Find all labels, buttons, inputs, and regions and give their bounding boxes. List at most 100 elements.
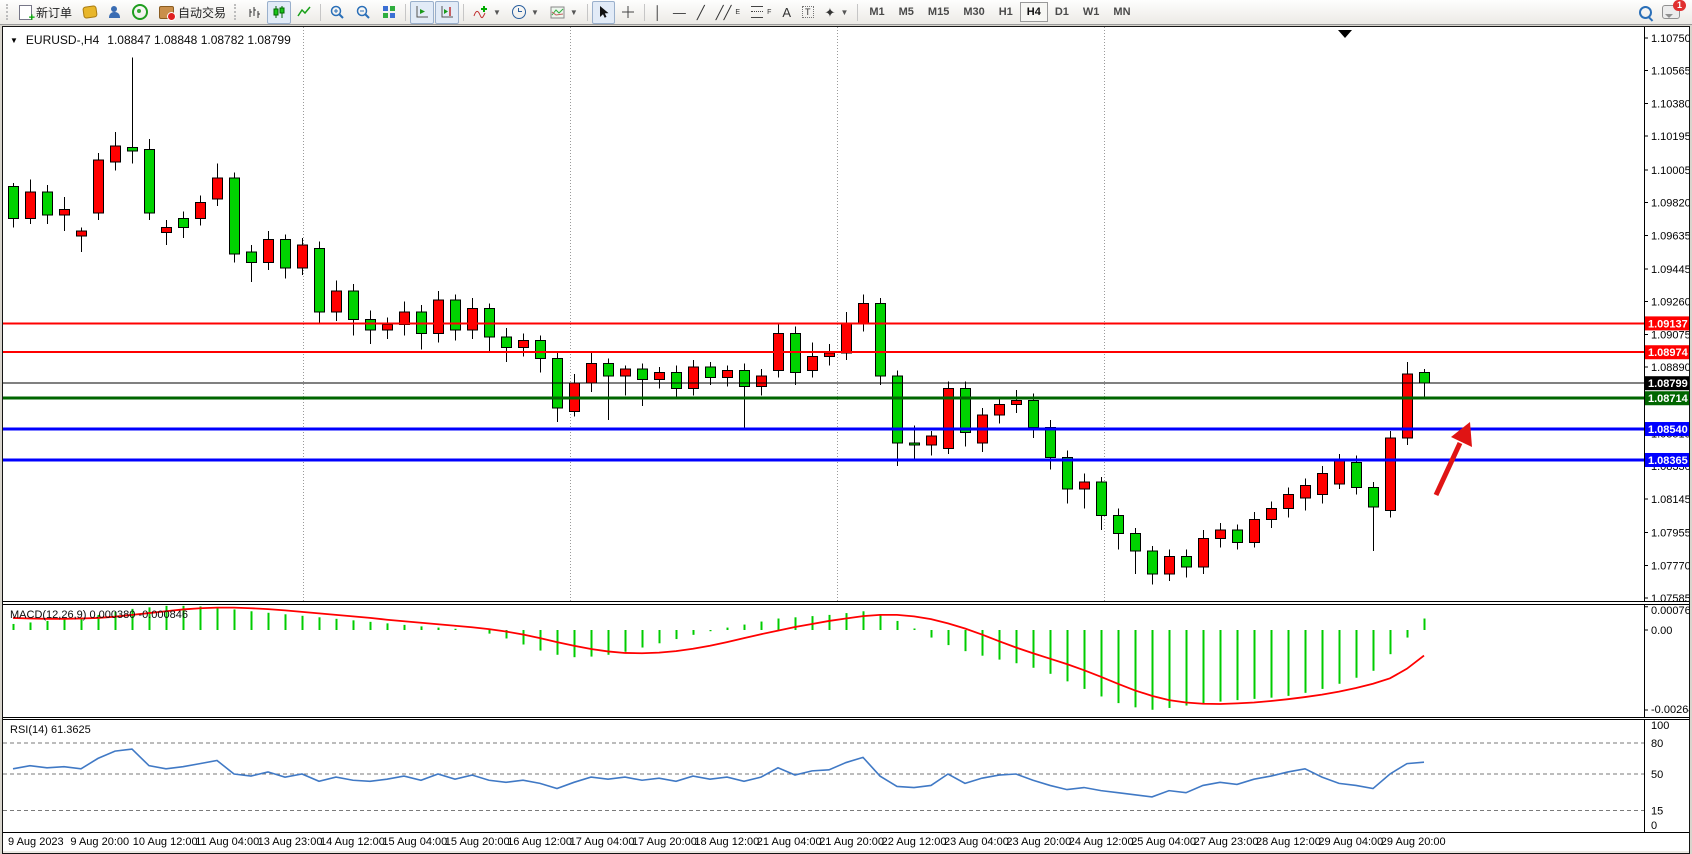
candle-down	[8, 186, 19, 219]
arrow-annotation-head[interactable]	[1451, 422, 1472, 447]
autotrading-button[interactable]: 自动交易	[154, 1, 231, 24]
zoom-in-button[interactable]	[325, 1, 350, 24]
chat-icon[interactable]: 1	[1662, 0, 1686, 19]
candle-down	[1351, 462, 1362, 488]
candle-up	[1079, 481, 1090, 490]
text-tool[interactable]: A	[777, 1, 796, 24]
profile-button[interactable]	[103, 1, 126, 24]
new-order-button[interactable]: 新订单	[14, 1, 77, 24]
date-axis[interactable]: 9 Aug 2023 9 Aug 20:00 10 Aug 12:00 11 Aug …	[3, 833, 1689, 851]
cursor-button[interactable]	[591, 0, 615, 24]
timeframe-H1[interactable]: H1	[998, 6, 1013, 18]
rsi-axis-label: 50	[1651, 769, 1663, 781]
date-label: 15 Aug 04:00	[382, 836, 448, 848]
timeframe-M1[interactable]: M1	[869, 6, 885, 18]
fibonacci-tool[interactable]: F	[746, 1, 776, 24]
price-chart-canvas[interactable]: 1.10750 1.10565 1.10380 1.10195 1.10005 1.098…	[3, 27, 1689, 601]
timeframe-MN[interactable]: MN	[1113, 6, 1131, 18]
price-tag-label: 1.08540	[1648, 424, 1688, 436]
candle-up	[654, 371, 665, 380]
chart-shift-button[interactable]	[435, 0, 460, 24]
candle-up	[756, 375, 767, 388]
candle-up	[722, 370, 733, 379]
arrows-tool[interactable]: ✦ ▼	[820, 1, 854, 24]
candle-down	[1181, 555, 1192, 568]
timeframe-D1[interactable]: D1	[1054, 6, 1069, 18]
zoom-out-button[interactable]	[351, 1, 376, 24]
rsi-axis-label: 15	[1651, 805, 1663, 817]
price-tag	[1645, 345, 1689, 360]
date-label: 23 Aug 20:00	[1006, 836, 1072, 848]
auto-scroll-icon	[416, 6, 429, 18]
rsi-label: RSI(14) 61.3625	[10, 724, 91, 736]
autotrading-label: 自动交易	[178, 5, 227, 20]
text-label-icon: T	[802, 6, 814, 18]
candle-up	[93, 159, 104, 214]
price-tick-label: 1.09075	[1651, 329, 1689, 341]
rsi-canvas[interactable]: 100 80 50 15 0	[3, 720, 1689, 832]
text-label-tool[interactable]: T	[797, 1, 819, 24]
arrow-annotation[interactable]	[1433, 441, 1463, 497]
date-label: 23 Aug 04:00	[944, 836, 1009, 848]
date-label: 18 Aug 12:00	[694, 836, 760, 848]
main-chart-panel[interactable]: 1.10750 1.10565 1.10380 1.10195 1.10005 1.098…	[3, 27, 1689, 602]
gold-button[interactable]	[78, 1, 102, 24]
candle-up	[943, 387, 954, 449]
date-label: 14 Aug 12:00	[320, 836, 385, 848]
tile-windows-icon	[383, 6, 396, 18]
macd-axis-label: -0.002648	[1651, 704, 1689, 716]
line-chart-button[interactable]	[292, 1, 316, 24]
candle-down	[637, 368, 648, 380]
ohlc-values: 1.08847 1.08848 1.08782 1.08799	[107, 33, 291, 47]
bar-chart-button[interactable]	[242, 1, 266, 24]
crosshair-button[interactable]	[616, 1, 640, 24]
candle-down	[705, 366, 716, 379]
timeframe-M15[interactable]: M15	[927, 6, 950, 18]
timeframe-W1[interactable]: W1	[1082, 6, 1100, 18]
bottom-strip	[3, 851, 1689, 853]
toolbar-grip	[6, 4, 11, 20]
periods-button[interactable]: ▼	[507, 1, 544, 24]
price-tick-label: 1.09260	[1651, 297, 1689, 309]
candle-down	[144, 148, 155, 214]
toolbar-grip	[234, 4, 239, 20]
horizontal-line-tool[interactable]: —	[668, 1, 691, 24]
channel-tool[interactable]: ╱╱ E	[711, 1, 745, 24]
candlestick-chart-button[interactable]	[267, 0, 292, 24]
macd-panel[interactable]: 0.000769 0.00 -0.002648 MACD(12,26,9) 0.00…	[3, 604, 1689, 718]
macd-canvas[interactable]: 0.000769 0.00 -0.002648	[3, 605, 1689, 717]
candle-down	[1113, 515, 1124, 534]
timeframe-M30[interactable]: M30	[963, 6, 985, 18]
date-label: 9 Aug 2023	[8, 836, 64, 848]
trendline-tool[interactable]: ╱	[692, 1, 710, 24]
symbol-dropdown-icon[interactable]: ▼	[10, 35, 18, 45]
tile-windows-button[interactable]	[377, 1, 401, 24]
candle-up	[1300, 485, 1311, 499]
auto-scroll-button[interactable]	[410, 0, 435, 24]
timeframe-M5[interactable]: M5	[898, 6, 914, 18]
candle-up	[688, 366, 699, 389]
candle-up	[1334, 458, 1345, 485]
trendline-icon: ╱	[696, 4, 705, 20]
price-tick-label: 1.07955	[1651, 528, 1689, 540]
rsi-axis-label: 0	[1651, 820, 1657, 832]
toolbar-right: 1	[1639, 0, 1688, 19]
toolbar-separator	[857, 3, 859, 21]
vertical-line-tool[interactable]: │	[649, 1, 667, 24]
date-label: 21 Aug 20:00	[819, 836, 885, 848]
fibonacci-icon	[751, 6, 764, 18]
add-indicator-button[interactable]: ▼	[468, 1, 506, 24]
price-tick-label: 1.09820	[1651, 198, 1689, 210]
notification-badge: 1	[1673, 0, 1686, 11]
candle-up	[1215, 529, 1226, 540]
search-icon[interactable]	[1639, 5, 1652, 19]
price-tick-label: 1.10195	[1651, 131, 1689, 143]
candle-down	[960, 387, 971, 434]
templates-button[interactable]: ▼	[545, 1, 583, 24]
date-label: 29 Aug 04:00	[1318, 836, 1384, 848]
rsi-panel[interactable]: 100 80 50 15 0 RSI(14) 61.3625	[3, 719, 1689, 833]
timeframe-H4[interactable]: H4	[1019, 2, 1048, 22]
chart-shift-marker[interactable]	[1338, 30, 1352, 38]
candle-down	[501, 336, 512, 349]
signals-button[interactable]	[127, 1, 153, 24]
